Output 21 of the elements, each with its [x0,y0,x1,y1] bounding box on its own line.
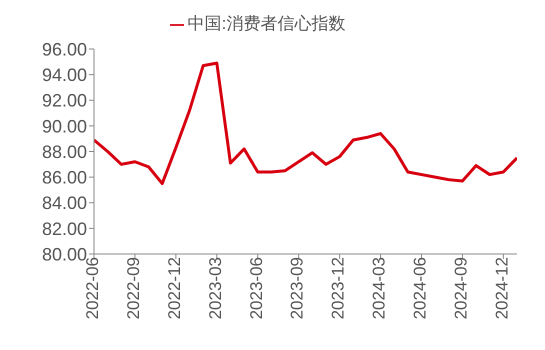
x-tick-label: 2022-12 [164,257,184,320]
y-tick-label: 82.00 [42,218,87,239]
line-series [94,62,517,186]
y-tick-label: 86.00 [42,168,87,188]
x-tick-label: 2023-12 [328,257,348,320]
y-tick-label: 84.00 [42,193,87,214]
legend-label: 中国:消费者信心指数 [188,14,346,33]
y-tick-label: 80.00 [42,244,87,264]
y-tick-label: 96.00 [42,39,87,60]
y-tick-label: 94.00 [42,65,87,86]
y-tick-label: 90.00 [42,116,87,136]
x-tick-label: 2023-09 [288,257,307,320]
x-tick-label: 2023-06 [246,257,266,320]
x-tick-label: 2024-09 [451,257,470,320]
x-tick-label: 2023-03 [206,257,225,320]
x-tick-label: 2022-09 [124,257,144,320]
x-tick-label: 2024-12 [492,257,512,320]
x-tick-label: 2024-03 [370,257,389,320]
x-tick-label: 2024-06 [410,257,430,320]
y-tick-label: 92.00 [42,90,87,111]
y-tick-label: 88.00 [42,142,87,162]
